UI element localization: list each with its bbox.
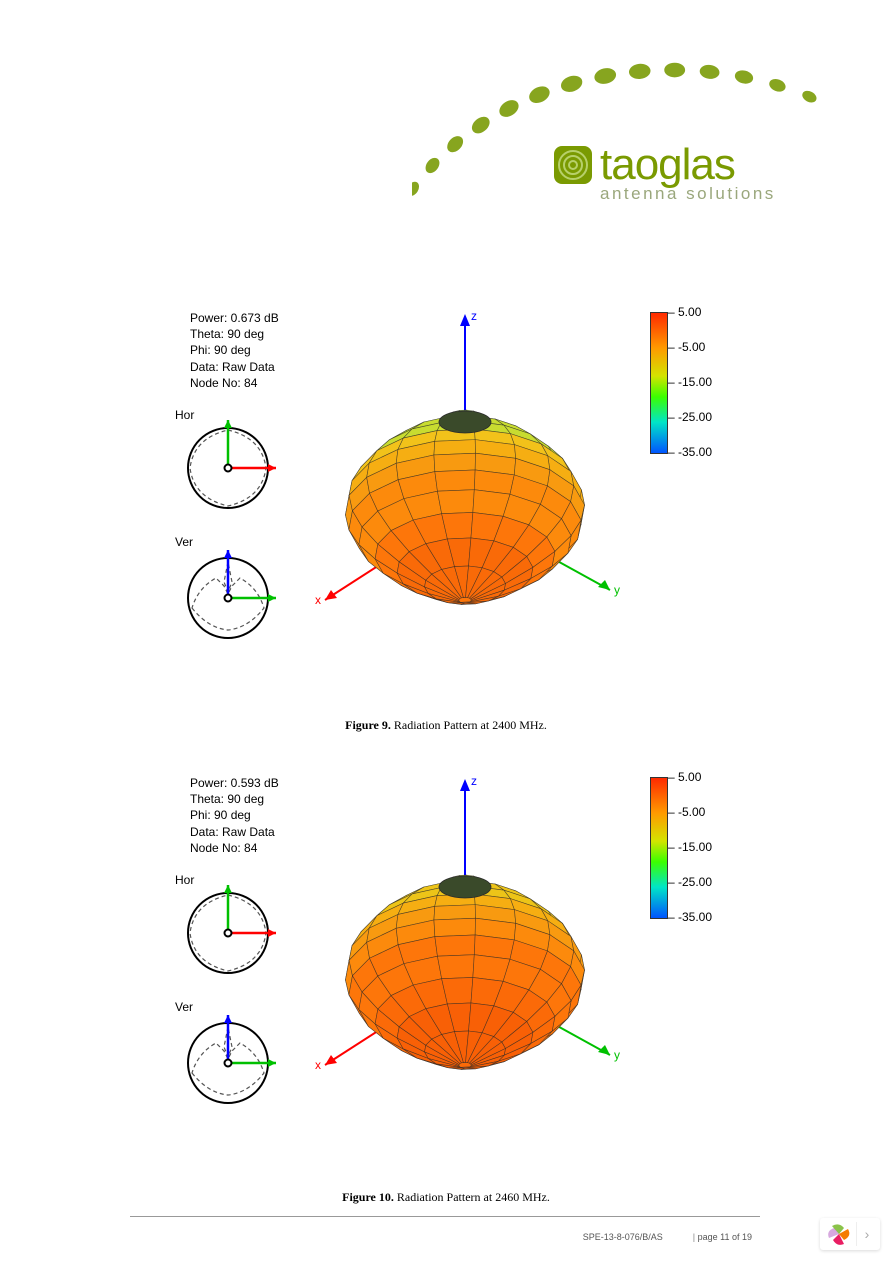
info-power: Power: 0.593 dB xyxy=(190,775,279,791)
svg-text:z: z xyxy=(471,309,477,323)
colorbar-tick: – -35.00 xyxy=(668,445,712,459)
colorbar-tick: – -5.00 xyxy=(668,805,705,819)
footer-rule xyxy=(130,1216,760,1217)
svg-text:x: x xyxy=(315,1058,321,1072)
info-phi: Phi: 90 deg xyxy=(190,342,279,358)
colorbar: – 5.00– -5.00– -15.00– -25.00– -35.00 xyxy=(650,777,730,927)
colorbar-gradient xyxy=(650,777,668,919)
colorbar-tick: – -25.00 xyxy=(668,410,712,424)
corner-widget[interactable]: › xyxy=(820,1218,880,1250)
info-node: Node No: 84 xyxy=(190,840,279,856)
page-footer: SPE-13-8-076/B/AS | page 11 of 19 xyxy=(583,1232,752,1242)
doc-ref: SPE-13-8-076/B/AS xyxy=(583,1232,663,1242)
info-power: Power: 0.673 dB xyxy=(190,310,279,326)
radiation-3d-plot: z x y xyxy=(290,300,630,670)
brand-tagline: antenna solutions xyxy=(600,184,812,204)
ver-label: Ver xyxy=(175,1000,193,1014)
page: taoglas antenna solutions Power: 0.673 d… xyxy=(0,0,892,1262)
ver-label: Ver xyxy=(175,535,193,549)
caption-label: Figure 9. xyxy=(345,718,391,732)
colorbar-tick: – -15.00 xyxy=(668,840,712,854)
figure-10: Power: 0.593 dB Theta: 90 deg Phi: 90 de… xyxy=(160,765,730,1145)
figure-10-caption: Figure 10. Radiation Pattern at 2460 MHz… xyxy=(0,1190,892,1205)
info-theta: Theta: 90 deg xyxy=(190,791,279,807)
svg-text:x: x xyxy=(315,593,321,607)
colorbar-tick: – -35.00 xyxy=(668,910,712,924)
brand-logo: taoglas antenna solutions xyxy=(552,140,812,204)
hor-polar-plot xyxy=(178,883,278,983)
info-theta: Theta: 90 deg xyxy=(190,326,279,342)
ver-polar-plot xyxy=(178,548,278,648)
colorbar-gradient xyxy=(650,312,668,454)
info-data: Data: Raw Data xyxy=(190,824,279,840)
hor-polar-plot xyxy=(178,418,278,518)
chevron-right-icon[interactable]: › xyxy=(856,1222,877,1246)
caption-text: Radiation Pattern at 2460 MHz. xyxy=(394,1190,550,1204)
caption-text: Radiation Pattern at 2400 MHz. xyxy=(391,718,547,732)
brand-name: taoglas xyxy=(600,140,735,190)
brand-mark-icon xyxy=(552,144,594,186)
info-node: Node No: 84 xyxy=(190,375,279,391)
info-data: Data: Raw Data xyxy=(190,359,279,375)
figure-9: Power: 0.673 dB Theta: 90 deg Phi: 90 de… xyxy=(160,300,730,680)
svg-text:z: z xyxy=(471,774,477,788)
colorbar-tick: – -25.00 xyxy=(668,875,712,889)
pinwheel-icon xyxy=(822,1220,856,1248)
svg-text:y: y xyxy=(614,1048,620,1062)
svg-text:y: y xyxy=(614,583,620,597)
ver-polar-plot xyxy=(178,1013,278,1113)
figure-sim-info: Power: 0.593 dB Theta: 90 deg Phi: 90 de… xyxy=(190,775,279,856)
radiation-3d-plot: z x y xyxy=(290,765,630,1135)
figure-sim-info: Power: 0.673 dB Theta: 90 deg Phi: 90 de… xyxy=(190,310,279,391)
page-number: page 11 of 19 xyxy=(698,1232,752,1242)
caption-label: Figure 10. xyxy=(342,1190,394,1204)
info-phi: Phi: 90 deg xyxy=(190,807,279,823)
colorbar-tick: – -5.00 xyxy=(668,340,705,354)
colorbar-tick: – -15.00 xyxy=(668,375,712,389)
figure-9-caption: Figure 9. Radiation Pattern at 2400 MHz. xyxy=(0,718,892,733)
colorbar-tick: – 5.00 xyxy=(668,305,701,319)
colorbar-tick: – 5.00 xyxy=(668,770,701,784)
colorbar: – 5.00– -5.00– -15.00– -25.00– -35.00 xyxy=(650,312,730,462)
